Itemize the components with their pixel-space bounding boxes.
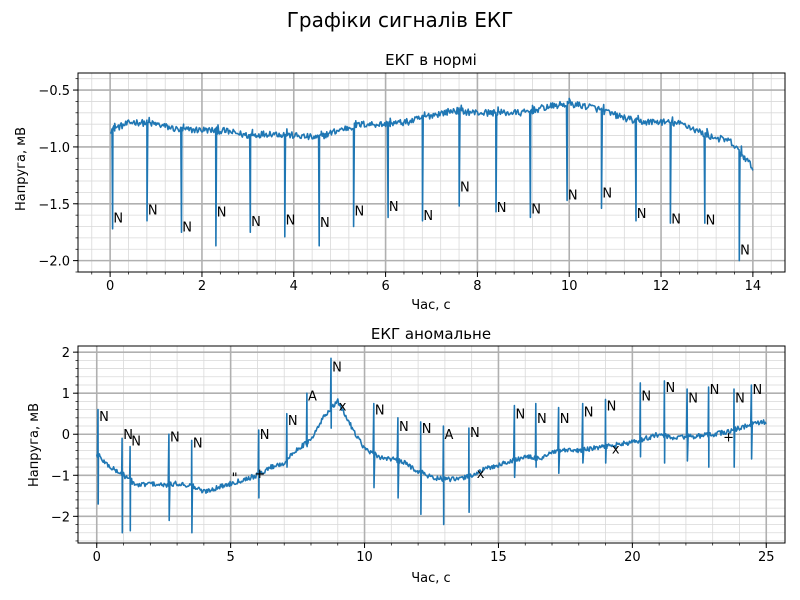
beat-annotation-label: A (445, 428, 454, 443)
beat-annotation-label: N (516, 408, 526, 423)
y-tick-label: −2 (51, 510, 70, 525)
beat-annotation-label: N (251, 215, 261, 230)
beat-annotation-label: N (320, 216, 330, 231)
beat-annotation-label: N (688, 391, 698, 406)
beat-annotation-label: N (637, 207, 647, 222)
beat-annotation-label: N (735, 391, 745, 406)
beat-annotation-label: x (612, 443, 620, 458)
y-tick-label: −2.0 (38, 255, 70, 270)
y-tick-label: 0 (62, 428, 70, 443)
beat-annotation-label: N (470, 426, 480, 441)
chart-normal-title: ЕКГ в нормі (385, 51, 477, 69)
chart-normal-ylabel: Напруга, мВ (14, 127, 29, 211)
beat-annotation-label: N (193, 436, 203, 451)
beat-annotation-label: N (584, 406, 594, 421)
x-tick-label: 10 (356, 550, 373, 565)
x-tick-label: 8 (473, 279, 481, 294)
beat-annotation-label: N (423, 209, 433, 224)
beat-annotation-label: N (537, 412, 547, 427)
beat-annotation-label: N (753, 383, 763, 398)
beat-annotation-label: N (354, 205, 364, 220)
beat-annotation-label: N (389, 200, 399, 215)
beat-annotation-label: N (460, 181, 470, 196)
beat-annotation-label: N (531, 202, 541, 217)
chart-abnormal-ylabel: Напруга, мВ (27, 403, 42, 487)
beat-annotation-label: N (99, 410, 109, 425)
beat-annotation-label: N (182, 221, 192, 236)
chart-abnormal-title: ЕКГ аномальне (371, 325, 491, 343)
beat-annotation-label: N (170, 430, 180, 445)
x-tick-label: 14 (745, 279, 762, 294)
chart-abnormal-ecg: ЕКГ аномальне Час, с Напруга, мВ NNN N N" +… (27, 325, 786, 586)
x-tick-label: 5 (227, 550, 235, 565)
ecg-series-line (109, 97, 754, 262)
x-tick-label: 0 (106, 279, 114, 294)
beat-annotation-label: N (560, 412, 570, 427)
beat-annotation-label: + (723, 430, 734, 445)
figure-suptitle: Графіки сигналів ЕКГ (286, 8, 514, 32)
beat-annotation-label: " (232, 471, 238, 486)
beat-annotation-label: x (339, 400, 347, 415)
beat-annotation-label: N (497, 201, 507, 216)
beat-annotation-label: N (131, 434, 141, 449)
beat-annotation-label: N (332, 361, 342, 376)
beat-annotation-label: N (710, 383, 720, 398)
x-tick-label: 2 (198, 279, 206, 294)
x-tick-label: 25 (758, 550, 775, 565)
beat-annotation-label: N (217, 206, 227, 221)
x-tick-label: 12 (653, 279, 670, 294)
x-tick-label: 4 (290, 279, 298, 294)
beat-annotation-label: N (641, 389, 651, 404)
beat-annotation-label: N (123, 428, 133, 443)
x-tick-label: 15 (490, 550, 507, 565)
beat-annotation-label: N (607, 400, 617, 415)
beat-annotation-label: + (254, 467, 265, 482)
beat-annotation-label: N (375, 404, 385, 419)
beat-annotation-label: A (308, 389, 317, 404)
chart-normal-xlabel: Час, с (411, 298, 450, 313)
beat-annotation-label: N (740, 243, 750, 258)
axes-frame (77, 72, 786, 273)
grid (78, 346, 785, 543)
beat-annotation-label: N (288, 414, 298, 429)
y-tick-label: −1.5 (38, 198, 70, 213)
y-tick-label: −1.0 (38, 141, 70, 156)
x-tick-label: 20 (624, 550, 641, 565)
beat-annotation-label: x (477, 467, 485, 482)
beat-annotation-label: N (148, 203, 158, 218)
beat-annotation-label: N (602, 186, 612, 201)
chart-abnormal-xlabel: Час, с (411, 571, 450, 586)
x-tick-label: 0 (93, 550, 101, 565)
axes-frame (77, 345, 786, 544)
y-tick-label: −1 (51, 469, 70, 484)
ecg-series-line (95, 357, 767, 534)
beat-annotation-label: N (260, 428, 270, 443)
beat-annotation-label: N (422, 422, 432, 437)
beat-annotation-label: N (399, 420, 409, 435)
beat-annotation-label: N (568, 189, 578, 204)
grid (78, 73, 785, 273)
beat-annotation-label: N (706, 214, 716, 229)
chart-normal-ecg: ЕКГ в нормі Час, с Напруга, мВ N N N N N N N N N… (14, 51, 786, 313)
beat-annotation-label: N (665, 381, 675, 396)
y-tick-label: −0.5 (38, 84, 70, 99)
x-tick-label: 10 (561, 279, 578, 294)
y-tick-label: 2 (62, 346, 70, 361)
x-tick-label: 6 (381, 279, 389, 294)
beat-annotation-label: N (671, 213, 681, 228)
beat-annotation-label: N (286, 214, 296, 229)
y-tick-label: 1 (62, 387, 70, 402)
beat-annotation-label: N (113, 211, 123, 226)
